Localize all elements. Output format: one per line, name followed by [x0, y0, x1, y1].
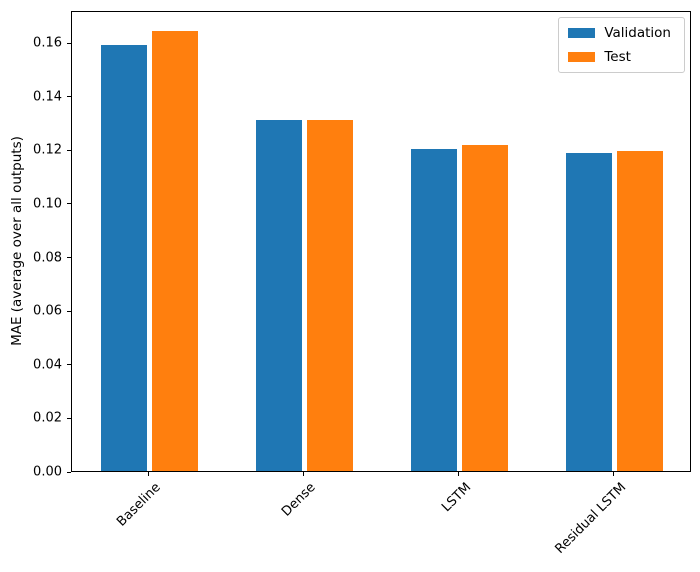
x-tick-mark: [613, 472, 614, 476]
y-tick-mark: [67, 257, 71, 259]
legend-item-test: Test: [568, 49, 675, 65]
x-tick-label-residual-lstm: Residual LSTM: [552, 480, 630, 557]
y-tick-mark: [67, 96, 71, 98]
y-tick-label-0.14: 0.14: [33, 89, 62, 105]
x-tick-label-dense: Dense: [279, 480, 320, 520]
legend-item-validation: Validation: [568, 25, 675, 41]
legend: Validation Test: [558, 17, 685, 73]
bar-test-residual-lstm: [617, 150, 663, 471]
y-tick-label-0.16: 0.16: [33, 35, 62, 51]
x-tick-label-lstm: LSTM: [438, 480, 475, 516]
y-tick-mark: [67, 42, 71, 44]
plot-area: Validation Test: [71, 11, 691, 472]
test-swatch-icon: [568, 52, 596, 62]
y-tick-mark: [67, 364, 71, 366]
x-tick-mark: [303, 472, 304, 476]
y-tick-label-0.12: 0.12: [33, 142, 62, 158]
y-tick-label-0.02: 0.02: [33, 410, 62, 426]
y-tick-mark: [67, 417, 71, 419]
bar-validation-dense: [256, 119, 302, 471]
y-tick-label-0.10: 0.10: [33, 196, 62, 212]
y-tick-label-0.04: 0.04: [33, 357, 62, 373]
bar-validation-residual-lstm: [566, 153, 612, 471]
y-tick-label-0.08: 0.08: [33, 250, 62, 266]
bar-validation-baseline: [101, 44, 147, 471]
y-tick-mark: [67, 203, 71, 205]
bar-test-baseline: [152, 31, 198, 471]
y-tick-mark: [67, 149, 71, 151]
bar-validation-lstm: [411, 149, 457, 471]
x-tick-mark: [458, 472, 459, 476]
bar-test-dense: [307, 119, 353, 471]
x-tick-label-baseline: Baseline: [114, 480, 165, 530]
legend-label-validation: Validation: [604, 25, 671, 41]
validation-swatch-icon: [568, 28, 596, 38]
y-tick-mark: [67, 471, 71, 473]
legend-label-test: Test: [604, 49, 631, 65]
bar-test-lstm: [462, 145, 508, 471]
y-tick-label-0.06: 0.06: [33, 303, 62, 319]
y-tick-label-0.00: 0.00: [33, 464, 62, 480]
y-tick-mark: [67, 310, 71, 312]
x-tick-mark: [148, 472, 149, 476]
